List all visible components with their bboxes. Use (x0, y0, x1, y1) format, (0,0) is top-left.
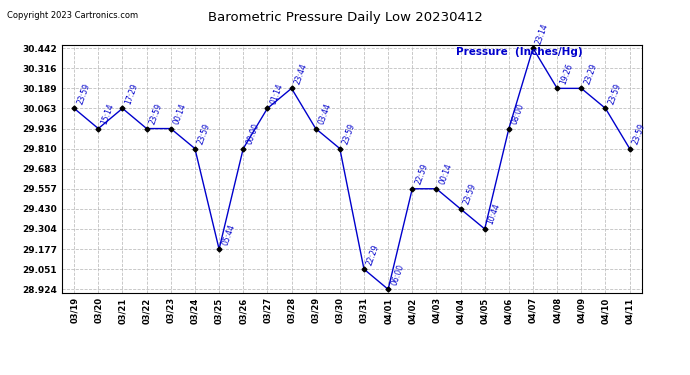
Text: 06:00: 06:00 (390, 263, 406, 286)
Text: 23:59: 23:59 (342, 122, 357, 146)
Text: 22:29: 22:29 (366, 243, 381, 266)
Text: 23:59: 23:59 (197, 122, 213, 146)
Text: Copyright 2023 Cartronics.com: Copyright 2023 Cartronics.com (7, 11, 138, 20)
Text: 00:14: 00:14 (438, 162, 454, 186)
Text: 23:14: 23:14 (535, 22, 551, 45)
Text: 01:14: 01:14 (269, 82, 285, 106)
Text: 23:44: 23:44 (293, 62, 309, 86)
Text: 05:44: 05:44 (221, 223, 237, 246)
Text: 15:14: 15:14 (100, 102, 116, 126)
Text: 10:44: 10:44 (486, 202, 502, 226)
Text: 23:59: 23:59 (148, 102, 164, 126)
Text: 23:59: 23:59 (462, 183, 478, 206)
Text: 17:29: 17:29 (124, 82, 140, 106)
Text: Barometric Pressure Daily Low 20230412: Barometric Pressure Daily Low 20230412 (208, 11, 482, 24)
Text: Pressure  (Inches/Hg): Pressure (Inches/Hg) (456, 48, 583, 57)
Text: 00:14: 00:14 (172, 102, 188, 126)
Text: 03:44: 03:44 (317, 102, 333, 126)
Text: 08:00: 08:00 (511, 102, 526, 126)
Text: 00:00: 00:00 (245, 122, 261, 146)
Text: 23:59: 23:59 (607, 82, 623, 106)
Text: 23:59: 23:59 (76, 82, 92, 106)
Text: 22:59: 22:59 (414, 162, 430, 186)
Text: 19:26: 19:26 (559, 62, 575, 86)
Text: 23:29: 23:29 (583, 62, 599, 86)
Text: 23:59: 23:59 (631, 122, 647, 146)
